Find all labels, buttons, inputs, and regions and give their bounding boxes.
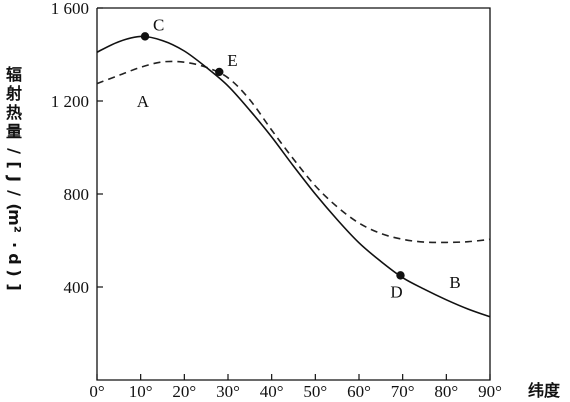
- x-tick-label: 20°: [172, 382, 196, 401]
- point-label-d: D: [390, 282, 402, 301]
- point-d: [396, 271, 405, 280]
- point-c: [140, 32, 150, 41]
- x-tick-label: 0°: [89, 382, 104, 401]
- y-axis-title-char: ·: [5, 242, 24, 248]
- x-tick-label: 70°: [391, 382, 415, 401]
- y-axis-title-char: 辐: [6, 65, 22, 84]
- y-tick-label: 800: [64, 185, 90, 204]
- x-tick-label: 10°: [129, 382, 153, 401]
- y-axis-title-char: ]: [5, 283, 24, 290]
- point-e: [215, 67, 224, 77]
- series-label-b: B: [449, 273, 460, 292]
- y-axis-title-char: (: [5, 203, 24, 210]
- x-tick-label: 30°: [216, 382, 240, 401]
- y-axis-title-char: d: [5, 253, 24, 264]
- ticks: 0° 10° 20° 30° 40° 50° 60° 70° 80° 90° 400 800 1 200…: [51, 0, 502, 401]
- y-axis-title-char: ): [5, 269, 24, 276]
- y-axis-title-char: 热: [6, 103, 22, 122]
- y-axis-title-char: /: [5, 190, 24, 196]
- points-group: C E D: [140, 15, 405, 301]
- series-line-b: [96, 35, 491, 318]
- y-tick-label: 1 600: [51, 0, 89, 18]
- y-axis-title-char: m²: [5, 209, 24, 233]
- x-tick-label: 80°: [434, 382, 458, 401]
- x-tick-label: 60°: [347, 382, 371, 401]
- y-tick-label: 400: [64, 278, 90, 297]
- y-axis-title-char: [: [5, 161, 24, 168]
- series-line-a: [96, 60, 491, 244]
- y-axis-title-char: /: [5, 148, 24, 154]
- point-label-e: E: [227, 51, 237, 70]
- point-label-c: C: [153, 15, 164, 34]
- x-tick-label: 40°: [260, 382, 284, 401]
- x-tick-label: 50°: [303, 382, 327, 401]
- y-axis-title-char: 量: [6, 122, 22, 141]
- x-tick-label: 90°: [478, 382, 502, 401]
- y-tick-label: 1 200: [51, 92, 89, 111]
- y-axis-title-char: 射: [5, 84, 22, 103]
- series-group: AB: [96, 35, 491, 318]
- x-axis-title: 纬度: [528, 381, 561, 400]
- series-label-a: A: [137, 92, 150, 111]
- y-axis-title-char: J: [5, 175, 24, 182]
